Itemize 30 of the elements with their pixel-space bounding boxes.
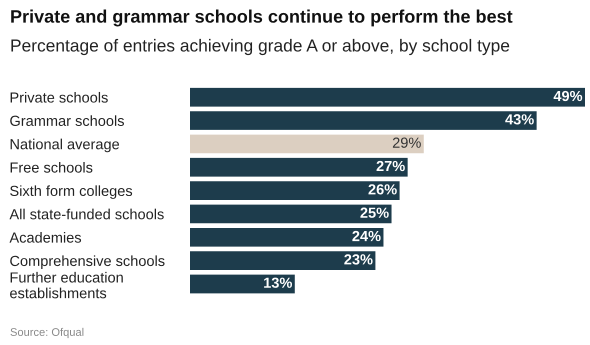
y-tick-label: Grammar schools	[10, 115, 124, 126]
bar	[190, 274, 295, 294]
data-label: 24%	[352, 230, 381, 242]
data-label: 49%	[554, 90, 582, 102]
bar	[190, 181, 400, 200]
data-label: 23%	[344, 254, 373, 265]
data-label: 43%	[505, 114, 534, 125]
bar	[190, 204, 392, 224]
y-tick-label: All state-funded schools	[9, 208, 164, 220]
y-tick-label: Free schools	[10, 162, 92, 173]
bar	[190, 251, 376, 270]
source-note: Source: Ofqual	[10, 328, 84, 338]
y-tick-label: Sixth form colleges	[10, 185, 132, 199]
chart-title: Private and grammar schools continue to perform the best	[11, 10, 512, 26]
y-tick-label: Further education establishments	[10, 272, 123, 298]
data-label: 25%	[360, 208, 389, 218]
y-tick-label: Comprehensive schools	[10, 255, 165, 269]
chart-subtitle: Percentage of entries achieving grade A or above, by school type	[11, 38, 510, 56]
data-label: 26%	[368, 184, 397, 195]
data-label: 13%	[264, 278, 292, 288]
bar	[190, 88, 585, 107]
bar	[190, 111, 537, 130]
data-label: 27%	[376, 160, 405, 172]
bar	[190, 134, 424, 154]
data-label: 29%	[392, 138, 421, 148]
bar	[190, 228, 384, 247]
y-tick-label: Academies	[9, 232, 82, 243]
bar	[190, 158, 408, 177]
y-tick-label: National average	[10, 138, 120, 152]
y-tick-label: Private schools	[10, 92, 108, 103]
